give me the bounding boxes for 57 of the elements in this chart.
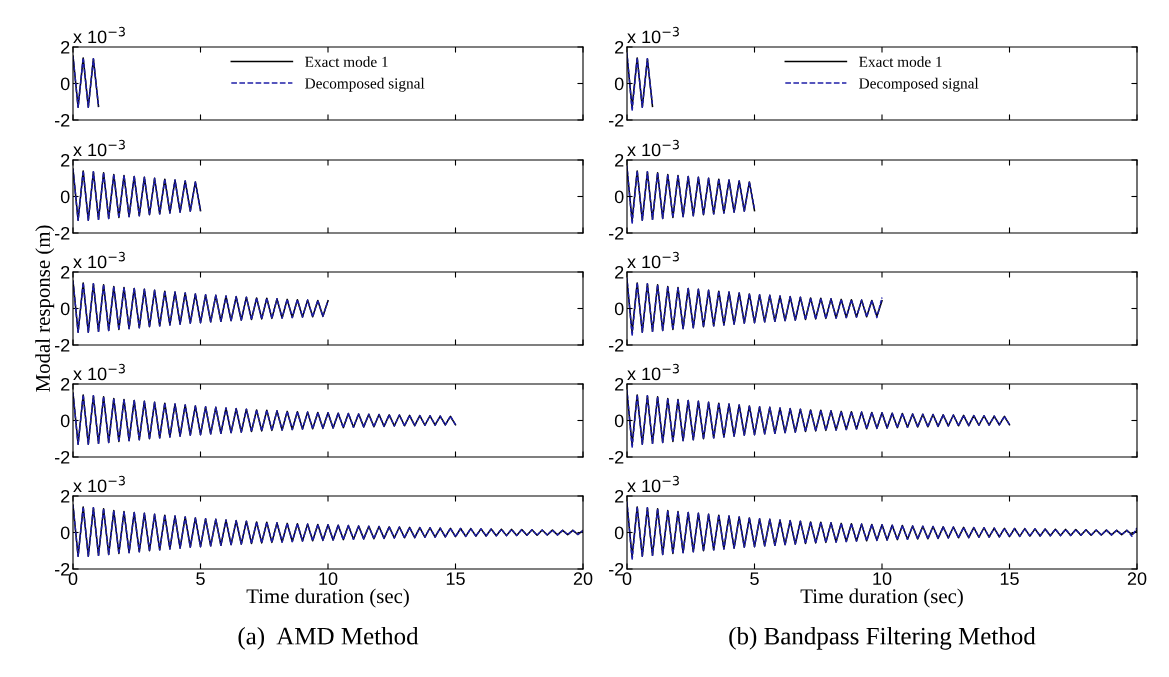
text: x 10$^{−3}$ [627, 26, 679, 44]
y-tick-label: -2 [54, 450, 70, 464]
text: x 10$^{−3}$ [627, 363, 679, 381]
y-tick-label: -2 [608, 450, 624, 464]
y-tick-label: -2 [54, 338, 70, 352]
x-tick-label: 20 [573, 572, 593, 586]
y-tick-label: 2 [615, 489, 624, 503]
x-tick-label: 5 [196, 572, 205, 586]
y-tick-label: 0 [60, 526, 70, 540]
x-axis-title: Time duration (sec) [800, 588, 963, 608]
text: x 10$^{−3}$ [627, 139, 679, 157]
y-tick-label: 0 [614, 302, 624, 316]
text: x 10$^{−3}$ [73, 475, 125, 493]
y-axis-title: Modal response (m) [35, 225, 55, 392]
x-tick-label: 10 [319, 572, 338, 586]
x-tick-label: 5 [750, 572, 759, 586]
y-tick-label: 0 [60, 77, 70, 91]
y-tick-label: 2 [615, 265, 624, 279]
y-tick-label: 0 [60, 190, 70, 204]
y-tick-label: 0 [614, 190, 624, 204]
y-tick-label: -2 [608, 338, 624, 352]
x-tick-label: 20 [1127, 572, 1147, 586]
y-tick-label: -2 [608, 113, 624, 127]
legend-label: Decomposed signal [859, 77, 979, 92]
text: (a) AMD Method [238, 627, 419, 650]
text: x 10$^{−3}$ [627, 251, 679, 269]
x-tick-label: 15 [446, 572, 465, 586]
legend-label: Exact mode 1 [305, 56, 388, 68]
y-tick-label: -2 [608, 226, 624, 240]
y-tick-label: 0 [614, 526, 624, 540]
text: x 10$^{−3}$ [73, 363, 125, 381]
y-tick-label: 0 [614, 414, 624, 428]
y-tick-label: 2 [61, 40, 70, 54]
y-tick-label: 2 [615, 377, 624, 391]
y-tick-label: 2 [61, 265, 70, 279]
y-tick-label: 2 [615, 40, 624, 54]
x-axis-title: Time duration (sec) [246, 588, 409, 608]
y-tick-label: 2 [61, 153, 70, 167]
text: (b) Bandpass Filtering Method [729, 626, 1036, 650]
y-tick-label: 0 [614, 77, 624, 91]
x-tick-label: 15 [1000, 572, 1019, 586]
legend-label: Decomposed signal [305, 77, 425, 92]
legend-label: Exact mode 1 [859, 56, 942, 68]
text: x 10$^{−3}$ [627, 475, 679, 493]
y-tick-label: 2 [615, 153, 624, 167]
y-tick-label: -2 [54, 113, 70, 127]
y-tick-label: 0 [60, 302, 70, 316]
y-tick-label: 2 [61, 377, 70, 391]
y-tick-label: -2 [54, 226, 70, 240]
text: x 10$^{−3}$ [73, 139, 125, 157]
x-tick-label: 10 [873, 572, 892, 586]
text: x 10$^{−3}$ [73, 251, 125, 269]
y-tick-label: -2 [608, 562, 624, 576]
y-tick-label: 0 [60, 414, 70, 428]
y-tick-label: -2 [54, 562, 70, 576]
text: x 10$^{−3}$ [73, 26, 125, 44]
y-tick-label: 2 [61, 489, 70, 503]
